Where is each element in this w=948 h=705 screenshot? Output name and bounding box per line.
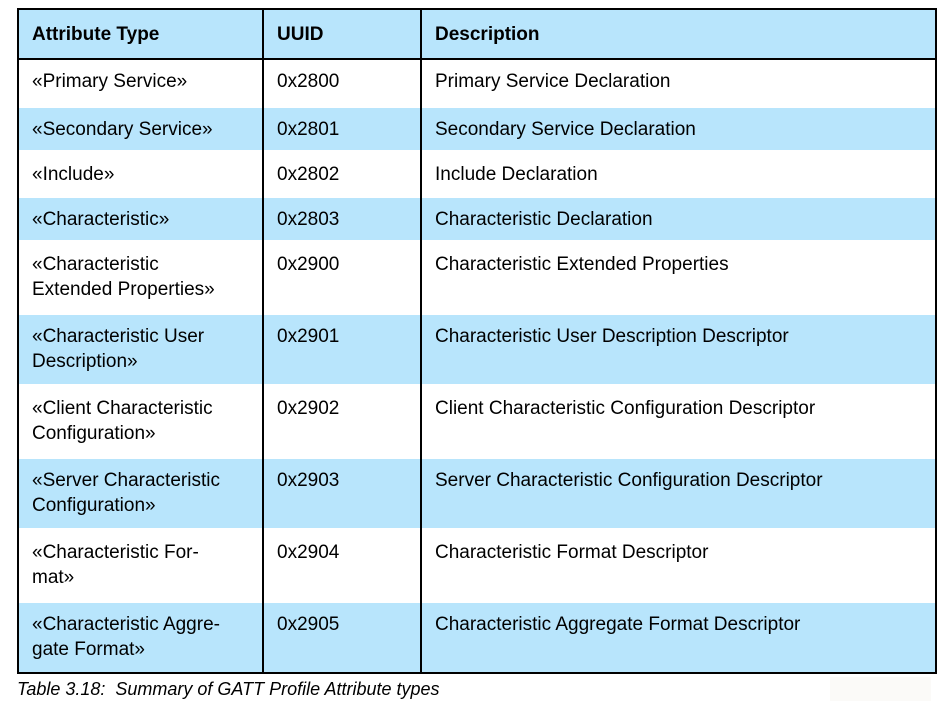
gatt-attribute-table: Attribute Type UUID Description «Primary… [17,8,937,674]
cell-attribute-type: «Characteristic For- mat» [32,542,199,588]
cell-description: Characteristic Declaration [435,209,653,230]
cell-attribute-type: «Characteristic Aggre- gate Format» [32,614,220,660]
cell-attribute-type: «Include» [32,164,115,185]
cell-description: Characteristic Extended Properties [435,254,729,275]
cell-attribute-type: «Client Characteristic Configuration» [32,398,213,444]
faint-highlight [830,677,931,701]
cell-uuid: 0x2902 [277,398,340,419]
cell-attribute-type: «Primary Service» [32,71,188,92]
cell-description: Client Characteristic Configuration Desc… [435,398,816,419]
table-row: «Server Characteristic Configuration» 0x… [19,456,935,528]
table-row: «Characteristic For- mat» 0x2904 Charact… [19,528,935,600]
table-caption: Table 3.18: Summary of GATT Profile Attr… [17,679,440,699]
cell-uuid: 0x2905 [277,614,340,635]
column-separator [262,10,264,672]
cell-description: Primary Service Declaration [435,71,671,92]
cell-description: Secondary Service Declaration [435,119,696,140]
cell-uuid: 0x2802 [277,164,340,185]
column-header-attribute-type: Attribute Type [32,23,160,45]
table-row: «Characteristic Aggre- gate Format» 0x29… [19,600,935,672]
cell-uuid: 0x2803 [277,209,340,230]
cell-uuid: 0x2900 [277,254,340,275]
column-separator [420,10,422,672]
table-row: «Characteristic User Description» 0x2901… [19,312,935,384]
column-header-description: Description [435,23,540,45]
cell-attribute-type: «Secondary Service» [32,119,213,140]
table-header-row: Attribute Type UUID Description [19,10,935,60]
table-row: «Client Characteristic Configuration» 0x… [19,384,935,456]
cell-uuid: 0x2800 [277,71,340,92]
cell-uuid: 0x2904 [277,542,340,563]
table-row: «Secondary Service» 0x2801 Secondary Ser… [19,105,935,150]
cell-description: Characteristic Aggregate Format Descript… [435,614,801,635]
table-row: «Characteristic» 0x2803 Characteristic D… [19,195,935,240]
cell-uuid: 0x2901 [277,326,340,347]
table-row: «Primary Service» 0x2800 Primary Service… [19,60,935,105]
cell-attribute-type: «Characteristic Extended Properties» [32,254,215,300]
cell-attribute-type: «Characteristic User Description» [32,326,205,372]
table-row: «Include» 0x2802 Include Declaration [19,150,935,195]
cell-uuid: 0x2801 [277,119,340,140]
cell-description: Include Declaration [435,164,598,185]
cell-uuid: 0x2903 [277,470,340,491]
cell-attribute-type: «Characteristic» [32,209,170,230]
cell-attribute-type: «Server Characteristic Configuration» [32,470,220,516]
cell-description: Server Characteristic Configuration Desc… [435,470,823,491]
cell-description: Characteristic Format Descriptor [435,542,709,563]
column-header-uuid: UUID [277,23,324,45]
cell-description: Characteristic User Description Descript… [435,326,789,347]
table-row: «Characteristic Extended Properties» 0x2… [19,240,935,312]
